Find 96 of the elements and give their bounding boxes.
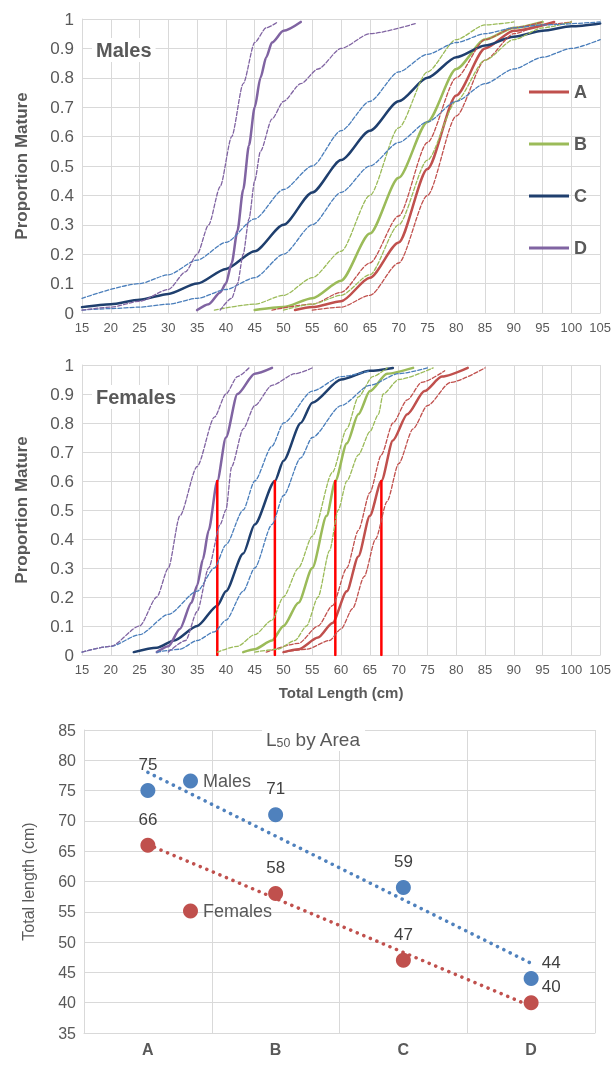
x-tick-label: 55 (305, 320, 320, 335)
x-tick-label: D (525, 1040, 537, 1058)
x-tick-label: 75 (420, 320, 435, 335)
legend-label: A (574, 82, 587, 102)
y-tick-label: 45 (58, 963, 77, 981)
x-tick-label: 55 (305, 662, 320, 677)
x-tick-label: 80 (448, 320, 464, 335)
data-label: 47 (393, 924, 413, 944)
y-tick-label: 1 (64, 9, 74, 29)
text: Males (96, 39, 152, 61)
x-tick-label: 15 (74, 320, 90, 335)
x-tick-label: C (397, 1040, 410, 1058)
x-tick-label: 60 (333, 662, 349, 677)
x-tick-label: 50 (276, 662, 291, 677)
x-axis-title: Total Length (cm) (278, 684, 404, 701)
y-tick-label: 0.7 (50, 97, 74, 117)
x-tick-label: 25 (132, 320, 147, 335)
x-tick-label: 45 (247, 320, 262, 335)
x-tick-label: 100 (560, 662, 583, 677)
y-tick-label: 80 (58, 751, 77, 769)
x-tick-label: 90 (506, 320, 522, 335)
data-label: 71 (266, 779, 286, 799)
x-tick-label: 30 (161, 320, 176, 335)
x-tick-label: 15 (74, 662, 90, 677)
y-tick-label: 55 (58, 903, 77, 921)
x-tick-label: 65 (362, 662, 378, 677)
data-label: 66 (138, 809, 158, 829)
x-tick-label: 65 (362, 320, 378, 335)
x-tick-label: 40 (218, 320, 234, 335)
y-tick-label: 85 (58, 721, 77, 739)
x-tick-label: 20 (103, 320, 119, 335)
y-tick-label: 0 (64, 645, 74, 665)
y-tick-label: 50 (58, 933, 77, 951)
x-tick-label: A (142, 1040, 155, 1058)
legend-label: Males (203, 771, 252, 791)
y-tick-label: 0.1 (50, 616, 74, 636)
legend-label: Females (203, 901, 273, 921)
y-tick-label: 0.8 (50, 413, 74, 433)
data-label: 75 (138, 755, 158, 775)
x-tick-label: 100 (560, 320, 583, 335)
x-tick-label: 75 (420, 662, 435, 677)
y-tick-label: 0.2 (50, 244, 74, 264)
y-tick-label: 0.2 (50, 587, 74, 607)
y-tick-label: 65 (58, 842, 77, 860)
y-tick-label: 0.6 (50, 471, 74, 491)
y-tick-label: 0.4 (50, 185, 74, 205)
x-tick-label: 85 (477, 320, 493, 335)
legend-label: D (574, 238, 587, 258)
y-tick-label: 0.3 (50, 215, 74, 235)
y-axis-title: Total length (cm) (19, 822, 37, 941)
x-tick-label: 95 (535, 320, 550, 335)
y-tick-label: 75 (58, 782, 77, 800)
y-tick-label: 0.4 (50, 529, 74, 549)
y-tick-label: 0.9 (50, 384, 74, 404)
legend-label: C (574, 186, 587, 206)
text: Females (96, 386, 177, 408)
y-axis-title: Proportion Mature (12, 92, 31, 240)
data-label: 40 (541, 977, 561, 997)
x-tick-label: 35 (189, 662, 205, 677)
x-tick-label: 85 (477, 662, 493, 677)
x-tick-label: 45 (247, 662, 262, 677)
y-axis-title: Proportion Mature (12, 436, 31, 584)
y-tick-label: 0.8 (50, 68, 74, 88)
x-tick-label: 70 (391, 320, 406, 335)
x-tick-label: 105 (589, 662, 612, 677)
y-tick-label: 0 (64, 303, 74, 323)
y-tick-label: 0.9 (50, 38, 74, 58)
y-tick-label: 1 (64, 355, 74, 375)
x-tick-label: 105 (589, 320, 612, 335)
x-tick-label: 40 (218, 662, 234, 677)
y-tick-label: 60 (58, 873, 77, 890)
data-label: 58 (266, 858, 286, 878)
x-tick-label: 70 (391, 662, 406, 677)
chart-title: L50 by Area (266, 728, 361, 750)
y-tick-label: 35 (58, 1024, 77, 1042)
data-label: 44 (541, 952, 561, 972)
x-tick-label: 30 (161, 662, 176, 677)
x-tick-label: B (269, 1040, 282, 1058)
x-tick-label: 60 (333, 320, 349, 335)
x-tick-label: 50 (276, 320, 291, 335)
x-tick-label: 20 (103, 662, 119, 677)
y-tick-label: 40 (58, 994, 77, 1012)
y-tick-label: 0.5 (50, 500, 74, 520)
y-tick-label: 0.7 (50, 442, 74, 462)
x-tick-label: 90 (506, 662, 522, 677)
y-tick-label: 0.1 (50, 274, 74, 294)
y-tick-label: 0.6 (50, 127, 74, 147)
data-label: 59 (393, 852, 413, 872)
x-tick-label: 80 (448, 662, 464, 677)
x-tick-label: 25 (132, 662, 147, 677)
y-tick-label: 0.5 (50, 156, 74, 176)
x-tick-label: 35 (189, 320, 205, 335)
y-tick-label: 0.3 (50, 558, 74, 578)
x-tick-label: 95 (535, 662, 550, 677)
legend-label: B (574, 134, 587, 154)
y-tick-label: 70 (58, 812, 77, 830)
